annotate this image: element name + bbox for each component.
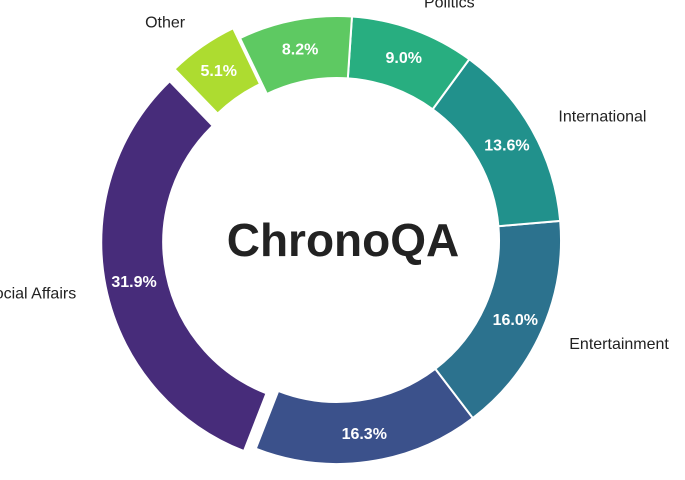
category-label-entertainment: Entertainment: [569, 336, 669, 353]
category-label-social-affairs: Social Affairs: [0, 285, 76, 302]
slice-finance: [254, 367, 475, 465]
category-label-other: Other: [145, 15, 186, 32]
slice-social-affairs: [100, 79, 268, 453]
category-label-politics: Politics: [424, 0, 475, 11]
chart-title: ChronoQA: [227, 214, 460, 266]
value-label-politics: 9.0%: [386, 50, 422, 67]
slice-technology: [238, 15, 354, 96]
category-label-international: International: [558, 109, 646, 126]
slice-other: [173, 26, 262, 116]
slice-politics: [346, 15, 471, 111]
value-label-social-affairs: 31.9%: [111, 274, 156, 291]
value-label-finance: 16.3%: [342, 426, 387, 443]
donut-labels: 31.9%Social Affairs16.3%Finance16.0%Ente…: [0, 0, 670, 443]
value-label-international: 13.6%: [484, 137, 529, 154]
category-label-technology: Technology: [248, 0, 329, 1]
value-label-technology: 8.2%: [282, 42, 318, 59]
donut-slices: [100, 15, 562, 465]
value-label-other: 5.1%: [201, 63, 237, 80]
slice-entertainment: [433, 219, 562, 420]
value-label-entertainment: 16.0%: [493, 312, 538, 329]
slice-international: [431, 57, 562, 228]
